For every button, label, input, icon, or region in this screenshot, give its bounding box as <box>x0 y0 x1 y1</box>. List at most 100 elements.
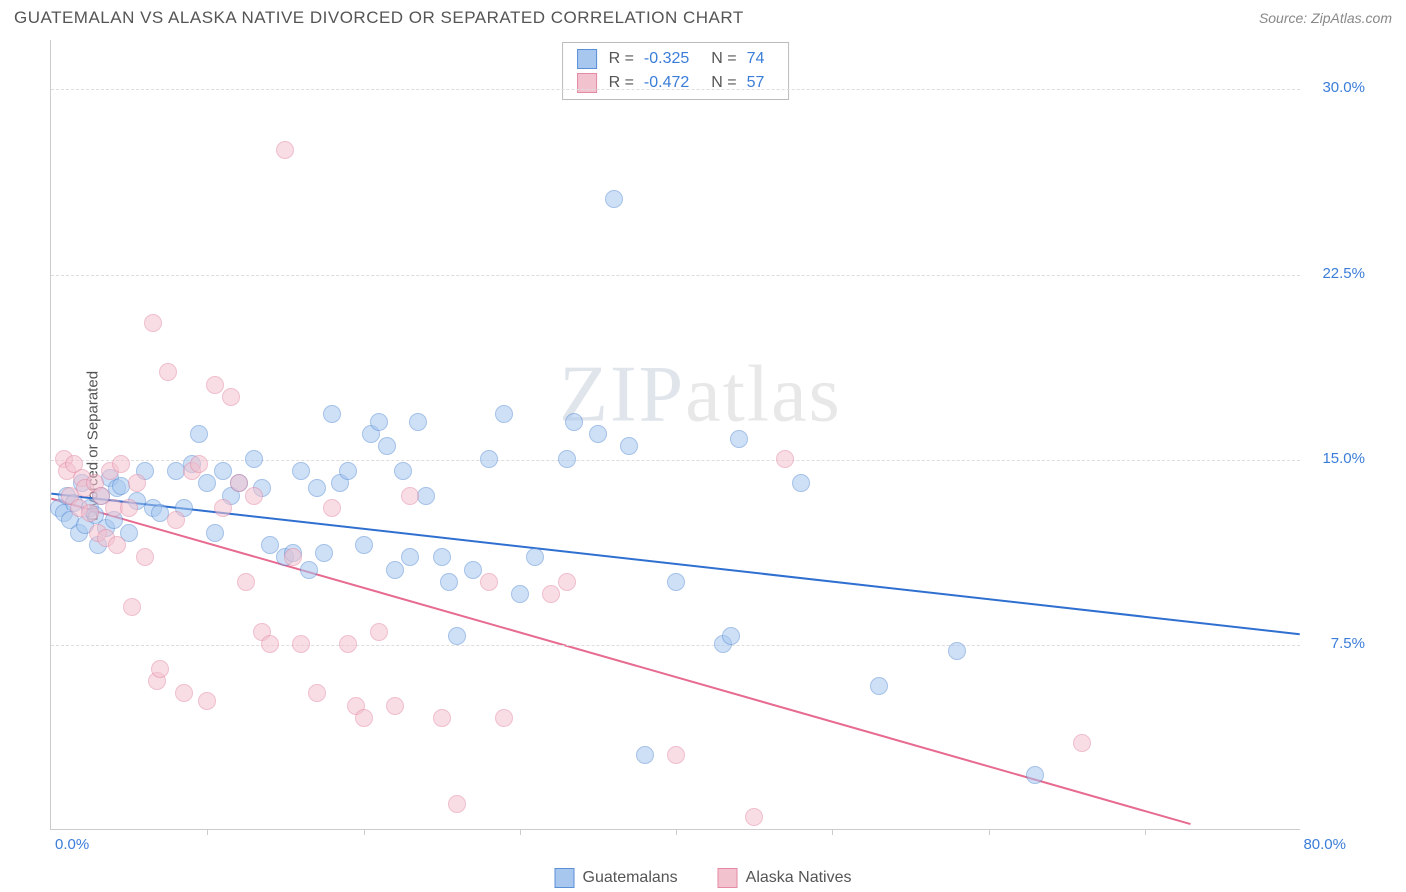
scatter-point <box>214 462 232 480</box>
scatter-point <box>745 808 763 826</box>
scatter-point <box>722 627 740 645</box>
scatter-point <box>120 499 138 517</box>
scatter-point <box>495 405 513 423</box>
y-tick-label: 22.5% <box>1322 265 1365 282</box>
scatter-point <box>370 623 388 641</box>
scatter-point <box>589 425 607 443</box>
scatter-point <box>261 536 279 554</box>
y-tick-label: 30.0% <box>1322 79 1365 96</box>
scatter-point <box>300 561 318 579</box>
scatter-point <box>222 388 240 406</box>
scatter-point <box>417 487 435 505</box>
n-label-1: N = <box>711 50 736 68</box>
stats-row-1: R = -0.325 N = 74 <box>577 47 775 71</box>
scatter-point <box>261 635 279 653</box>
legend-swatch-2 <box>718 868 738 888</box>
stats-legend-box: R = -0.325 N = 74 R = -0.472 N = 57 <box>562 42 790 100</box>
plot-area: ZIPatlas R = -0.325 N = 74 R = -0.472 N … <box>50 40 1300 830</box>
scatter-point <box>339 462 357 480</box>
scatter-point <box>636 746 654 764</box>
x-axis-max-label: 80.0% <box>1303 836 1346 853</box>
scatter-point <box>128 474 146 492</box>
scatter-point <box>730 430 748 448</box>
r-value-1: -0.325 <box>644 50 689 68</box>
scatter-point <box>245 487 263 505</box>
x-tick <box>1145 829 1146 835</box>
scatter-point <box>526 548 544 566</box>
scatter-point <box>480 450 498 468</box>
y-tick-label: 15.0% <box>1322 450 1365 467</box>
grid-line <box>51 89 1300 90</box>
trend-lines-svg <box>51 40 1300 829</box>
legend-item-2: Alaska Natives <box>718 868 852 888</box>
scatter-point <box>495 709 513 727</box>
scatter-point <box>315 544 333 562</box>
bottom-legend: Guatemalans Alaska Natives <box>555 868 852 888</box>
x-tick <box>832 829 833 835</box>
scatter-point <box>112 455 130 473</box>
scatter-point <box>190 455 208 473</box>
source-name: ZipAtlas.com <box>1311 10 1392 26</box>
chart-header: GUATEMALAN VS ALASKA NATIVE DIVORCED OR … <box>14 8 1392 28</box>
scatter-point <box>433 709 451 727</box>
scatter-point <box>870 677 888 695</box>
scatter-point <box>558 450 576 468</box>
scatter-point <box>292 462 310 480</box>
scatter-point <box>401 548 419 566</box>
legend-item-1: Guatemalans <box>555 868 678 888</box>
scatter-point <box>511 585 529 603</box>
scatter-point <box>339 635 357 653</box>
scatter-point <box>776 450 794 468</box>
scatter-point <box>123 598 141 616</box>
scatter-point <box>230 474 248 492</box>
scatter-point <box>167 511 185 529</box>
scatter-point <box>542 585 560 603</box>
scatter-point <box>440 573 458 591</box>
scatter-point <box>292 635 310 653</box>
scatter-point <box>175 684 193 702</box>
scatter-point <box>136 548 154 566</box>
source-prefix: Source: <box>1259 10 1311 26</box>
scatter-point <box>1073 734 1091 752</box>
x-tick <box>520 829 521 835</box>
scatter-point <box>448 795 466 813</box>
scatter-point <box>667 746 685 764</box>
scatter-point <box>159 363 177 381</box>
legend-label-2: Alaska Natives <box>746 869 852 887</box>
grid-line <box>51 275 1300 276</box>
scatter-point <box>433 548 451 566</box>
scatter-point <box>308 684 326 702</box>
x-tick <box>676 829 677 835</box>
scatter-point <box>308 479 326 497</box>
scatter-point <box>464 561 482 579</box>
scatter-point <box>151 660 169 678</box>
x-tick <box>364 829 365 835</box>
scatter-point <box>409 413 427 431</box>
scatter-point <box>480 573 498 591</box>
n-value-1: 74 <box>747 50 765 68</box>
chart-source: Source: ZipAtlas.com <box>1259 10 1392 26</box>
x-axis-min-label: 0.0% <box>55 836 89 853</box>
x-tick <box>207 829 208 835</box>
scatter-point <box>245 450 263 468</box>
x-tick <box>989 829 990 835</box>
scatter-point <box>214 499 232 517</box>
grid-line <box>51 460 1300 461</box>
chart-title: GUATEMALAN VS ALASKA NATIVE DIVORCED OR … <box>14 8 744 28</box>
scatter-point <box>144 314 162 332</box>
scatter-point <box>948 642 966 660</box>
scatter-point <box>198 692 216 710</box>
scatter-point <box>378 437 396 455</box>
scatter-point <box>206 524 224 542</box>
scatter-point <box>386 697 404 715</box>
scatter-point <box>323 405 341 423</box>
scatter-point <box>198 474 216 492</box>
scatter-point <box>355 536 373 554</box>
swatch-series-1 <box>577 49 597 69</box>
grid-line <box>51 645 1300 646</box>
scatter-point <box>237 573 255 591</box>
scatter-point <box>448 627 466 645</box>
scatter-point <box>81 504 99 522</box>
scatter-point <box>620 437 638 455</box>
scatter-point <box>206 376 224 394</box>
